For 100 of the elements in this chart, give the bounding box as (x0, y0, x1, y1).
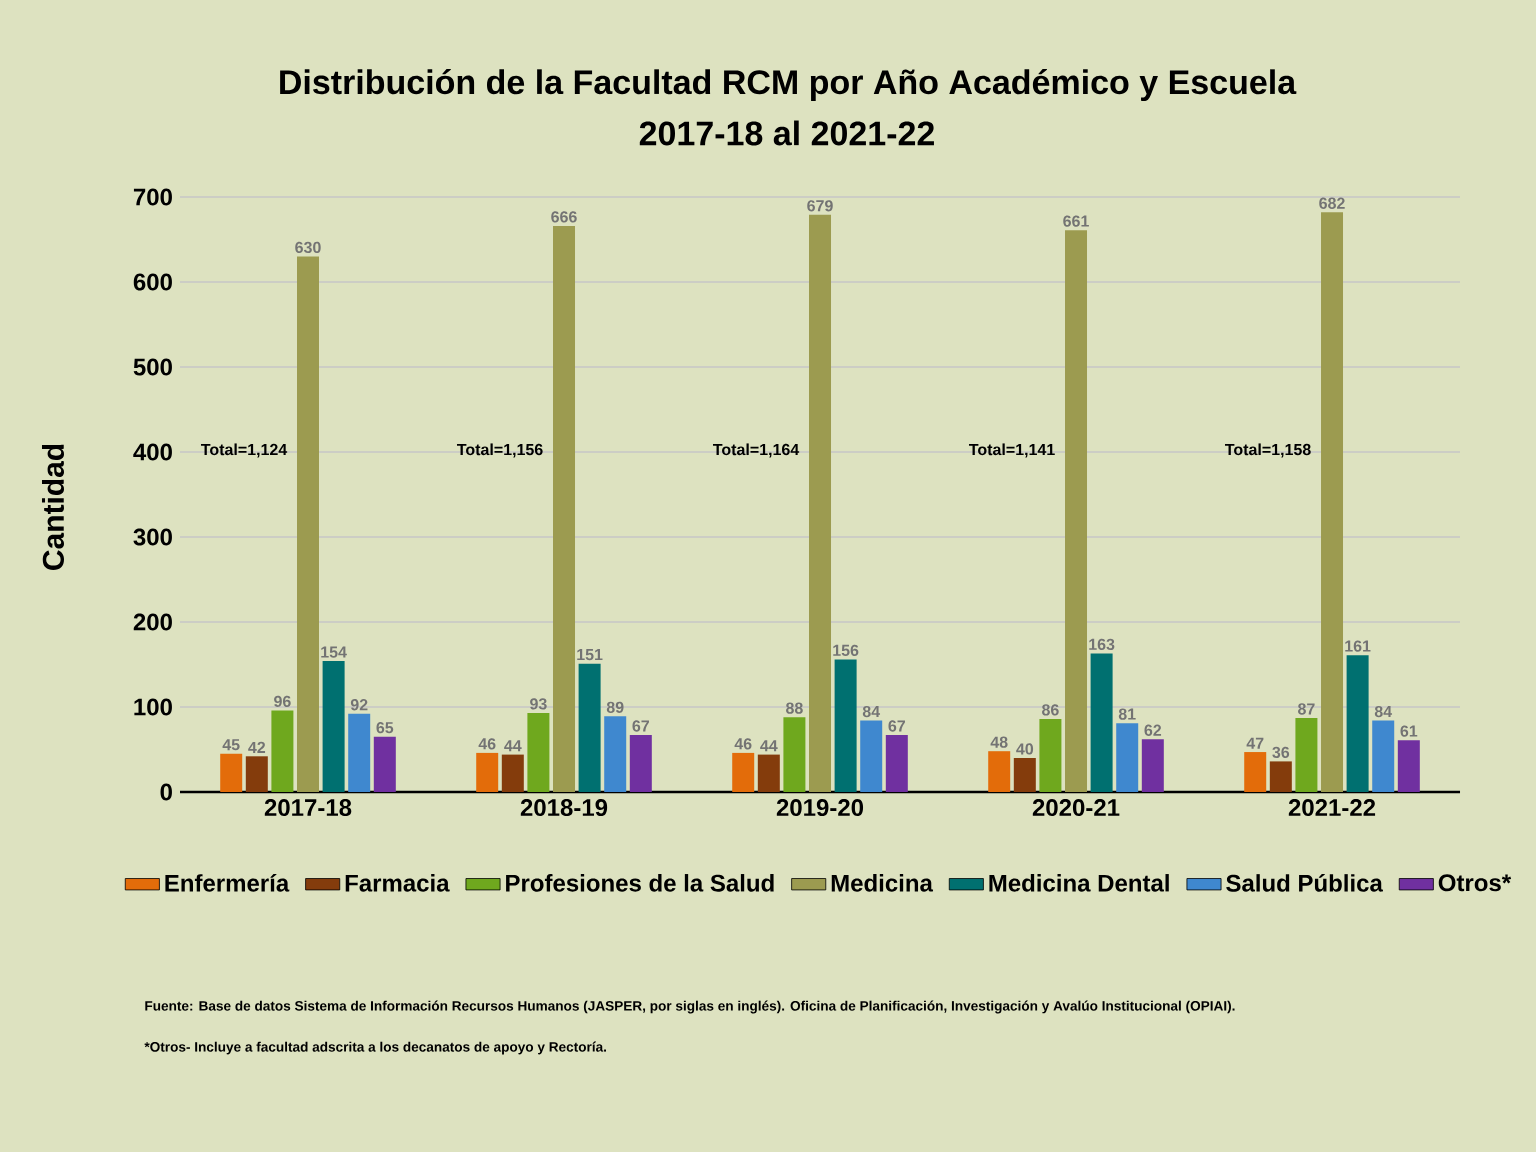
data-label: 62 (1144, 724, 1162, 736)
data-label: 84 (862, 705, 881, 718)
data-label: 46 (734, 738, 752, 750)
bar (578, 663, 601, 792)
bar (1013, 758, 1036, 792)
data-label: 89 (606, 701, 624, 713)
x-tick-label: 2017-18 (264, 799, 352, 817)
y-tick-label: 400 (133, 443, 172, 461)
data-label: 93 (530, 698, 547, 710)
bar (271, 710, 294, 792)
bar (501, 754, 524, 792)
data-label: 45 (222, 739, 240, 751)
data-label: 87 (1298, 703, 1315, 715)
annotation: Total=1,141 (968, 443, 1055, 458)
bar (245, 756, 268, 792)
data-label: 84 (1374, 705, 1393, 718)
legend-label: Profesiones de la Salud (506, 874, 774, 892)
data-label: 47 (1246, 737, 1264, 749)
bar (297, 256, 320, 792)
bar (604, 716, 627, 792)
legend-label: Otros* (1438, 874, 1512, 892)
bar (629, 735, 652, 792)
y-tick-label: 500 (133, 358, 172, 376)
bar (348, 713, 371, 792)
bar (1269, 761, 1292, 792)
y-tick-label: 200 (133, 613, 172, 631)
bar (1244, 752, 1267, 792)
chart-subtitle: 2017-18 al 2021-22 (639, 120, 934, 146)
data-label: 151 (577, 649, 603, 661)
x-tick-label: 2021-22 (1288, 799, 1376, 817)
source-note: Fuente: Base de datos Sistema de Información Recursos Humanos (JASPER, por siglas en inglés). Oficina de Planificación, Investigación y Avalúo Institucional (OPIAI). (145, 1000, 1235, 1014)
bar (1397, 740, 1420, 792)
bar (834, 659, 857, 792)
data-label: 46 (478, 738, 496, 750)
data-label: 44 (760, 740, 778, 752)
data-label: 88 (786, 702, 803, 714)
legend-label: Medicina Dental (989, 874, 1169, 892)
bar (757, 754, 780, 792)
data-label: 67 (632, 720, 649, 732)
data-label: 156 (833, 644, 859, 656)
data-label: 92 (350, 699, 368, 711)
data-label: 61 (1400, 725, 1418, 737)
data-label: 96 (274, 695, 291, 707)
bar (732, 752, 755, 792)
data-label: 630 (295, 241, 321, 254)
bar (476, 752, 499, 792)
legend-label: Medicina (831, 874, 934, 892)
bar (1141, 739, 1164, 792)
data-label: 40 (1016, 743, 1034, 755)
data-label: 36 (1272, 746, 1290, 759)
y-tick-label: 700 (133, 188, 172, 206)
y-axis-title: Cantidad (41, 444, 65, 570)
data-label: 682 (1319, 197, 1345, 209)
data-label: 154 (321, 646, 347, 658)
x-tick-label: 2019-20 (776, 799, 864, 817)
x-tick-label: 2018-19 (520, 799, 608, 817)
bar (988, 751, 1011, 792)
data-label: 81 (1118, 708, 1136, 720)
annotation: Total=1,158 (1225, 443, 1311, 458)
bar (885, 735, 908, 792)
annotation: Total=1,164 (712, 443, 800, 458)
bar (322, 661, 345, 792)
bar (809, 214, 832, 792)
annotation: Total=1,124 (200, 443, 288, 458)
y-tick-label: 600 (133, 273, 172, 291)
bar (220, 753, 243, 792)
bar (373, 736, 396, 792)
bar (1321, 212, 1344, 792)
bar (1295, 718, 1318, 792)
chart-title: Distribución de la Facultad RCM por Año Académico y Escuela (280, 68, 1297, 101)
data-label: 86 (1042, 704, 1059, 716)
data-label: 67 (888, 720, 905, 732)
bar (553, 225, 576, 792)
data-label: 65 (376, 722, 394, 734)
bar (1090, 653, 1113, 792)
annotation: Total=1,156 (456, 443, 543, 458)
y-tick-label: 300 (133, 528, 172, 546)
bar (1116, 723, 1139, 792)
data-label: 163 (1089, 638, 1115, 651)
data-label: 42 (248, 741, 266, 753)
data-label: 48 (990, 736, 1008, 748)
data-label: 679 (807, 200, 833, 212)
legend-label: Enfermería (165, 873, 290, 892)
bar (860, 720, 883, 792)
bar (783, 717, 806, 792)
y-tick-label: 100 (134, 698, 172, 716)
bar (1039, 718, 1062, 792)
x-tick-label: 2020-21 (1032, 799, 1120, 817)
bar (527, 712, 550, 792)
text: *Otros- Incluye a facultad adscrita a los decanatos de apoyo y Rectoría. (144, 1041, 607, 1055)
bar (1346, 655, 1369, 792)
bar (1065, 230, 1088, 792)
data-label: 666 (551, 211, 577, 223)
bar (1372, 720, 1395, 792)
data-label: 161 (1345, 640, 1371, 652)
legend-label: Salud Pública (1226, 873, 1383, 892)
y-tick-label: 0 (160, 783, 172, 801)
data-label: 44 (504, 740, 522, 752)
legend-label: Farmacia (345, 874, 450, 892)
data-label: 661 (1063, 215, 1089, 227)
